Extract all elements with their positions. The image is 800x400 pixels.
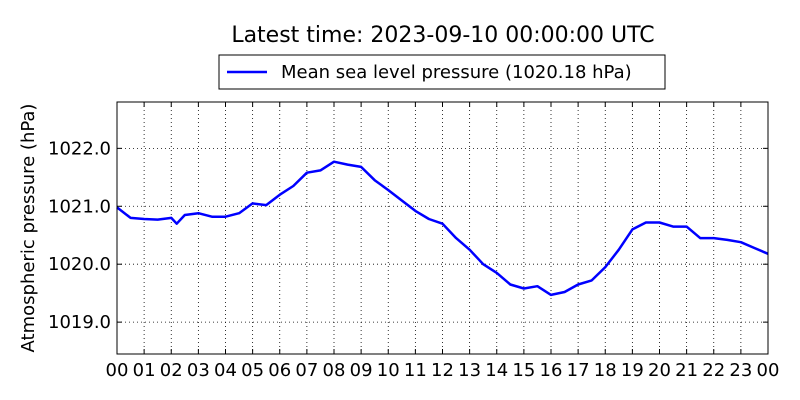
x-tick-label: 22: [702, 360, 725, 381]
x-tick-label: 14: [485, 360, 508, 381]
y-tick-label: 1022.0: [48, 138, 111, 159]
chart-title: Latest time: 2023-09-10 00:00:00 UTC: [231, 23, 654, 48]
x-tick-label: 00: [106, 360, 129, 381]
x-tick-label: 01: [133, 360, 156, 381]
x-tick-label: 16: [540, 360, 563, 381]
legend: Mean sea level pressure (1020.18 hPa): [218, 54, 666, 90]
x-tick-label: 09: [350, 360, 373, 381]
plot-background: [117, 102, 768, 354]
x-tick-label: 05: [241, 360, 264, 381]
x-axis: 00 01 02 03 04 05 06 07 08 09 10 11 12 13 14 15 16 17 18 19…: [106, 102, 780, 381]
x-tick-label: 11: [404, 360, 427, 381]
x-tick-label: 10: [377, 360, 400, 381]
x-tick-label: 12: [431, 360, 454, 381]
series-layer: [116, 160, 769, 297]
x-tick-label: 20: [648, 360, 671, 381]
y-axis: 1019.0 1020.0 1021.0 1022.0: [48, 138, 768, 333]
x-tick-label: 00: [757, 360, 780, 381]
x-tick-label: 19: [621, 360, 644, 381]
y-tick-label: 1021.0: [48, 196, 111, 217]
x-tick-label: 06: [268, 360, 291, 381]
x-tick-label: 17: [567, 360, 590, 381]
y-tick-label: 1020.0: [48, 254, 111, 275]
x-tick-label: 08: [323, 360, 346, 381]
x-tick-label: 13: [458, 360, 481, 381]
legend-box: [218, 54, 666, 90]
x-tick-label: 03: [187, 360, 210, 381]
series-line-mean-sea-level-pressure: [116, 160, 769, 297]
y-tick-label: 1019.0: [48, 312, 111, 333]
x-tick-label: 07: [295, 360, 318, 381]
x-tick-label: 21: [675, 360, 698, 381]
grid: [117, 102, 768, 354]
x-tick-label: 02: [160, 360, 183, 381]
legend-series-label: Mean sea level pressure (1020.18 hPa): [281, 62, 632, 83]
y-axis-label: Atmospheric pressure (hPa): [18, 104, 39, 353]
x-tick-label: 18: [594, 360, 617, 381]
x-tick-label: 15: [512, 360, 535, 381]
x-tick-label: 23: [729, 360, 752, 381]
x-tick-label: 04: [214, 360, 237, 381]
plot-area: 00 01 02 03 04 05 06 07 08 09 10 11 12 13 14 15 16 17 18 19…: [48, 101, 780, 381]
